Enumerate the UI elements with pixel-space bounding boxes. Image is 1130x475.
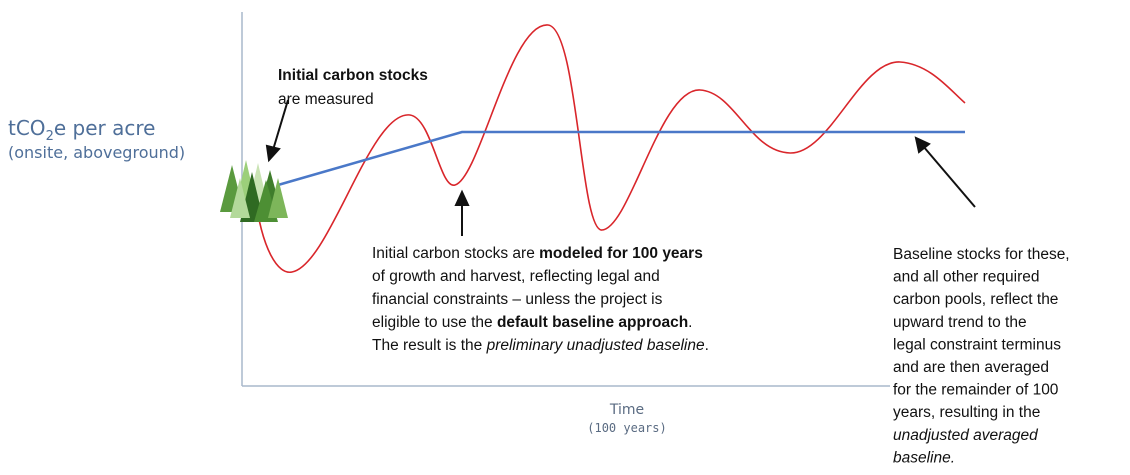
y-axis-note: (onsite, aboveground): [8, 143, 185, 162]
note-text: baseline.: [893, 449, 955, 466]
x-axis-label: Time: [609, 402, 644, 418]
note-text: and all other required: [893, 269, 1040, 286]
note-text: preliminary unadjusted baseline: [486, 337, 705, 354]
note-line: Initial carbon stocks are modeled for 10…: [372, 245, 703, 262]
note-line: financial constraints – unless the proje…: [372, 291, 663, 308]
note-text: financial constraints – unless the proje…: [372, 291, 663, 308]
note-text: Initial carbon stocks: [278, 67, 428, 84]
note-text: upward trend to the: [893, 314, 1027, 331]
note-line: baseline.: [893, 449, 955, 466]
note-line: upward trend to the: [893, 314, 1027, 331]
trees-icon: [220, 160, 288, 222]
note-line: carbon pools, reflect the: [893, 291, 1058, 308]
note-text: default baseline approach: [497, 314, 688, 331]
note-text: modeled for 100 years: [539, 245, 703, 262]
y-axis-label-subscript: 2: [46, 129, 54, 144]
diagram: tCO2e per acre (onsite, aboveground) Tim…: [0, 0, 1130, 475]
note-text: legal constraint terminus: [893, 336, 1061, 353]
note-line: Initial carbon stocks: [278, 67, 428, 84]
note-line: eligible to use the default baseline app…: [372, 314, 692, 331]
note-text: The result is the: [372, 337, 487, 354]
note-text: of growth and harvest, reflecting legal …: [372, 268, 660, 285]
note-text: for the remainder of 100: [893, 382, 1059, 399]
note-line: and are then averaged: [893, 359, 1049, 376]
x-axis-note: (100 years): [587, 421, 666, 435]
note-line: of growth and harvest, reflecting legal …: [372, 268, 660, 285]
note-text: eligible to use the: [372, 314, 497, 331]
note-line: are measured: [278, 91, 374, 108]
note-line: legal constraint terminus: [893, 336, 1061, 353]
note-text: Initial carbon stocks are: [372, 245, 539, 262]
y-axis-label-part: e per acre: [54, 116, 156, 140]
modeled-curve: [255, 25, 965, 272]
baseline-line: [278, 132, 965, 185]
note-line: The result is the preliminary unadjusted…: [372, 337, 709, 354]
note-text: .: [688, 314, 692, 331]
note-text: and are then averaged: [893, 359, 1049, 376]
note-line: years, resulting in the: [893, 404, 1040, 421]
y-axis-label: tCO2e per acre: [8, 116, 155, 144]
note-text: unadjusted averaged: [893, 427, 1039, 444]
note-text: carbon pools, reflect the: [893, 291, 1058, 308]
note-text: Baseline stocks for these,: [893, 246, 1070, 263]
note-line: unadjusted averaged: [893, 427, 1039, 444]
note-text: are measured: [278, 91, 374, 108]
note-line: for the remainder of 100: [893, 382, 1059, 399]
note-text: .: [705, 337, 709, 354]
y-axis-label-part: tCO: [8, 116, 46, 140]
note-line: Baseline stocks for these,: [893, 246, 1070, 263]
note-line: and all other required: [893, 269, 1040, 286]
note-text: years, resulting in the: [893, 404, 1040, 421]
arrows: [267, 100, 975, 236]
